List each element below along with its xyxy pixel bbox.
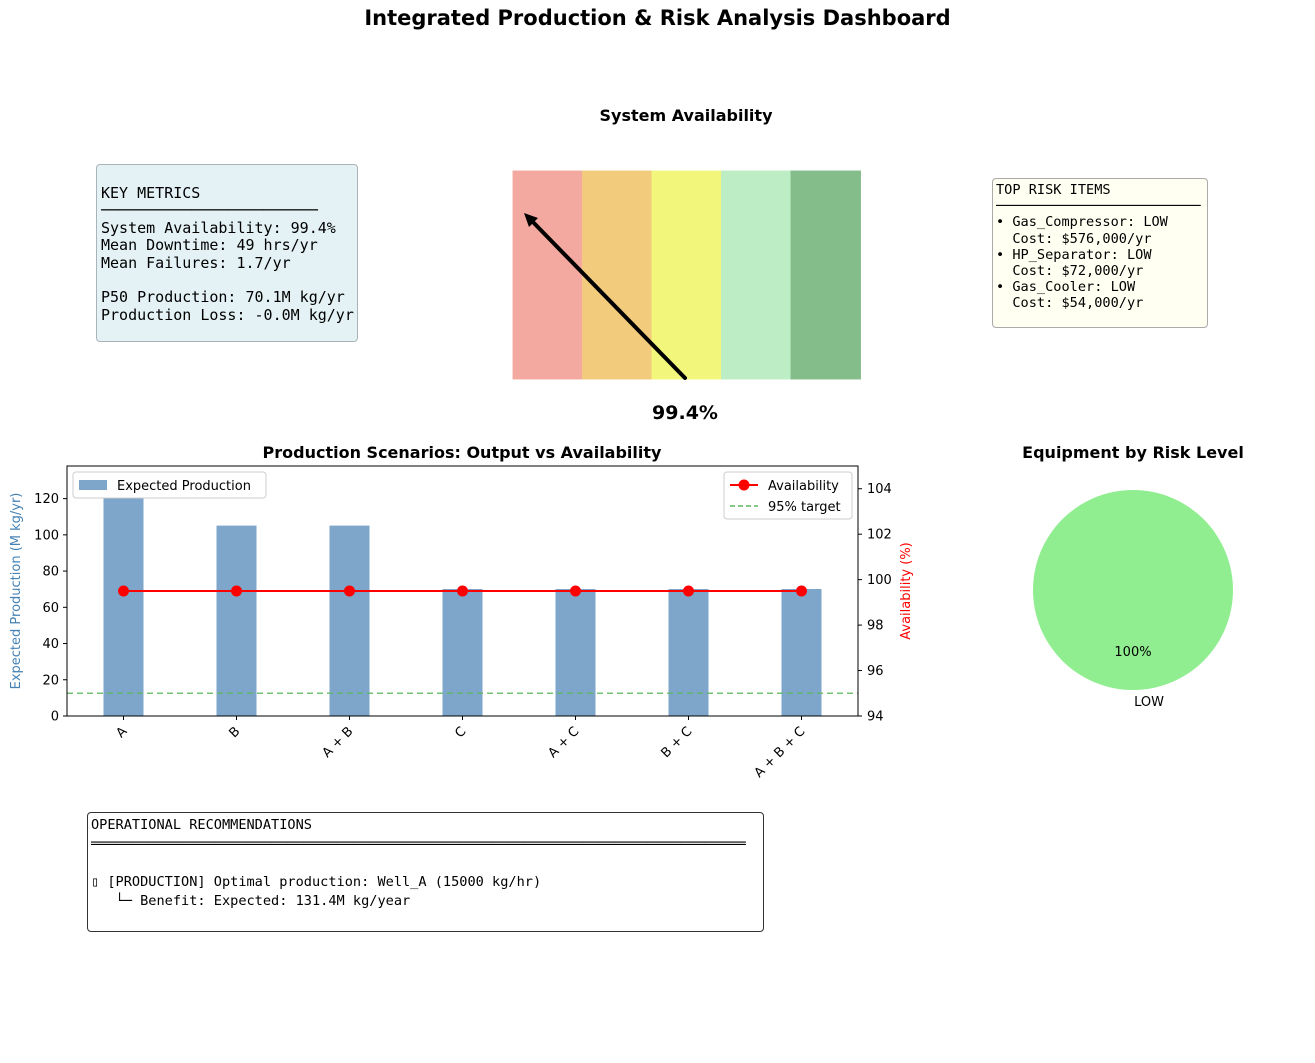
key-metrics-line: P50 Production: 70.1M kg/yr [101, 288, 345, 307]
availability-point [683, 585, 694, 597]
y-axis-label: Expected Production (M kg/yr) [9, 493, 24, 690]
key-metrics-panel: KEY METRICS ──────────────────────── Syste… [96, 164, 358, 342]
production-bar [442, 589, 483, 716]
production-bar [329, 525, 370, 716]
x-tick-label: A + C [545, 724, 582, 761]
key-metrics-line: Mean Failures: 1.7/yr [101, 253, 291, 272]
x-tick-label: A + B [320, 724, 357, 761]
production-bar [781, 589, 822, 716]
key-metrics-line [101, 272, 357, 289]
availability-gauge [512, 170, 861, 380]
legend-label: Availability [768, 479, 839, 494]
top-risk-line: TOP RISK ITEMS [996, 182, 1111, 198]
x-tick-label: A + B + C [752, 724, 809, 781]
availability-point [796, 585, 807, 597]
x-tick-label: B + C [658, 724, 695, 761]
production-bar [555, 589, 596, 716]
y2-axis-label: Availability (%) [899, 542, 914, 640]
recommendations-panel: OPERATIONAL RECOMMENDATIONS ═════════════… [87, 812, 764, 932]
pie-pct-label: 100% [1114, 645, 1151, 660]
gauge-value: 99.4% [652, 402, 718, 424]
y2-tick-label: 94 [867, 710, 884, 725]
y-tick-label: 80 [42, 565, 59, 580]
y-tick-label: 0 [51, 710, 59, 725]
y-tick-label: 100 [34, 528, 59, 543]
legend-left [72, 471, 267, 499]
top-risk-line: Cost: $54,000/yr [996, 295, 1144, 312]
y-tick-label: 60 [42, 601, 59, 616]
production-chart: 0 20 40 60 80 100 120 94 96 98 100 102 104 A B A + B C A … [9, 465, 914, 781]
y2-tick-label: 100 [867, 573, 892, 588]
pie-chart-title: Equipment by Risk Level [1022, 443, 1244, 462]
y2-tick-label: 102 [867, 528, 892, 543]
risk-pie-chart: 100% LOW [1033, 490, 1233, 710]
top-risk-panel: TOP RISK ITEMS ───────────────────────── •… [992, 178, 1208, 328]
gauge-zone [512, 170, 583, 380]
y-tick-label: 20 [42, 673, 59, 688]
gauge-needle-tip [524, 213, 538, 227]
top-risk-line: Cost: $576,000/yr [996, 230, 1152, 247]
pie-label: LOW [1134, 695, 1164, 710]
key-metrics-line: ──────────────────────── [101, 201, 318, 220]
y2-tick-label: 96 [867, 664, 884, 679]
key-metrics-line: KEY METRICS [101, 184, 201, 202]
availability-point [231, 585, 242, 597]
availability-point [457, 585, 468, 597]
recommendation-line: └─ Benefit: Expected: 131.4M kg/year [91, 893, 411, 909]
y-tick-label: 40 [42, 637, 59, 652]
gauge-zone [721, 170, 792, 380]
legend-label: Expected Production [117, 479, 251, 494]
key-metrics-line: Mean Downtime: 49 hrs/yr [101, 236, 318, 255]
x-tick-label: A [113, 724, 130, 741]
availability-point [344, 585, 355, 597]
top-risk-line: ───────────────────────── [996, 198, 1201, 215]
legend-marker [738, 479, 750, 491]
top-risk-line: • Gas_Compressor: LOW [996, 214, 1168, 231]
recommendation-line: ════════════════════════════════════════… [91, 836, 746, 852]
gauge-zone [790, 170, 861, 380]
availability-point [570, 585, 581, 597]
gauge-needle [528, 217, 687, 380]
y2-tick-label: 104 [867, 482, 892, 497]
x-tick-label: C [452, 724, 469, 741]
availability-point [118, 585, 129, 597]
legend-label: 95% target [768, 500, 841, 515]
gauge-title: System Availability [599, 106, 773, 125]
top-risk-line: Cost: $72,000/yr [996, 263, 1144, 280]
production-bar [668, 589, 709, 716]
y2-tick-label: 98 [867, 619, 884, 634]
top-risk-line: • HP_Separator: LOW [996, 246, 1152, 263]
legend-swatch [79, 480, 107, 490]
key-metrics-line: System Availability: 99.4% [101, 218, 336, 237]
key-metrics-line: Production Loss: -0.0M kg/yr [101, 305, 354, 324]
recommendation-line: OPERATIONAL RECOMMENDATIONS [91, 817, 312, 833]
production-bar [216, 525, 257, 716]
x-tick-label: B [226, 724, 243, 741]
recommendation-line [91, 854, 763, 873]
top-risk-line: • Gas_Cooler: LOW [996, 279, 1136, 296]
pie-slice [1033, 490, 1233, 690]
y-tick-label: 120 [34, 492, 59, 507]
production-chart-title: Production Scenarios: Output vs Availabi… [262, 443, 662, 462]
recommendation-line: ▯ [PRODUCTION] Optimal production: Well_… [91, 874, 542, 890]
gauge-zone [582, 170, 653, 380]
production-bar [103, 477, 144, 716]
legend-right [723, 471, 853, 520]
gauge-zone [651, 170, 722, 380]
dashboard-title: Integrated Production & Risk Analysis Da… [364, 6, 951, 30]
